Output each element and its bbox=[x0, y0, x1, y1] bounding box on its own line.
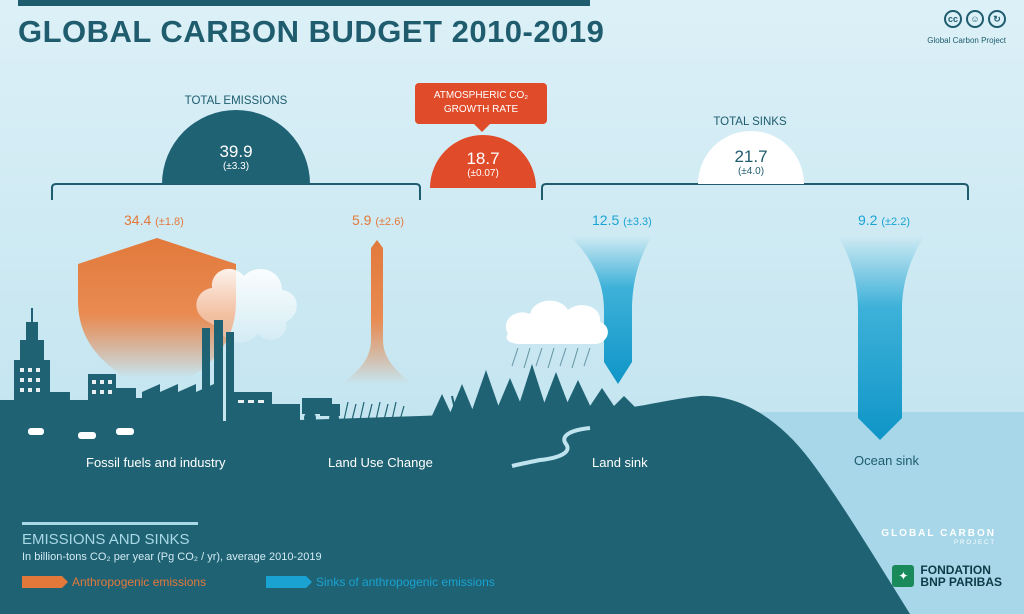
land-sink-funnel bbox=[570, 236, 652, 384]
building-windows bbox=[20, 368, 264, 403]
global-carbon-project-logo: GLOBAL CARBON PROJECT bbox=[881, 528, 996, 546]
ocean-sink-funnel bbox=[838, 236, 924, 440]
crops bbox=[343, 401, 405, 421]
creative-commons-icon: cc bbox=[944, 10, 962, 28]
atmospheric-label-line1: ATMOSPHERIC CO₂ bbox=[433, 90, 529, 101]
total-emissions-value: 39.9 bbox=[219, 142, 253, 161]
land-use-label: Land Use Change bbox=[328, 455, 433, 470]
share-alike-icon: ↻ bbox=[988, 10, 1006, 28]
river bbox=[511, 426, 591, 468]
land-ground bbox=[0, 395, 910, 614]
total-emissions-dome bbox=[162, 110, 310, 184]
total-sinks-label: TOTAL SINKS bbox=[713, 116, 787, 128]
legend-emission-swatch bbox=[22, 576, 68, 588]
rain-cloud bbox=[505, 300, 608, 369]
bnp-paribas-logo: ✦ FONDATION BNP PARIBAS bbox=[892, 564, 1002, 588]
fossil-value-uncertainty: (±1.8) bbox=[155, 216, 184, 228]
bnp-line1: FONDATION bbox=[920, 563, 991, 577]
land-use-value-number: 5.9 bbox=[352, 212, 372, 228]
bnp-star-icon: ✦ bbox=[892, 565, 915, 587]
gcp-logo-text: GLOBAL CARBON bbox=[881, 528, 996, 539]
land-sink-value: 12.5 (±3.3) bbox=[592, 212, 652, 228]
land-use-emission-plume bbox=[342, 240, 412, 384]
atmospheric-label-box: ATMOSPHERIC CO₂ GROWTH RATE bbox=[415, 83, 547, 124]
license-icons: cc ☺ ↻ bbox=[944, 10, 1006, 28]
title-bar bbox=[18, 0, 590, 6]
fossil-label: Fossil fuels and industry bbox=[86, 455, 226, 470]
legend-sink-label: Sinks of anthropogenic emissions bbox=[316, 575, 495, 589]
ocean-sink-label: Ocean sink bbox=[854, 453, 920, 468]
total-sinks-uncertainty: (±4.0) bbox=[737, 166, 765, 177]
gcp-logo-subtext: PROJECT bbox=[953, 540, 996, 546]
bnp-line2: BNP PARIBAS bbox=[920, 575, 1002, 589]
atmospheric-value: 18.7 bbox=[466, 149, 500, 168]
legend-sink-swatch bbox=[266, 576, 312, 588]
land-use-value-uncertainty: (±2.6) bbox=[375, 216, 405, 228]
land-sink-label: Land sink bbox=[592, 455, 648, 470]
attribution-icon: ☺ bbox=[966, 10, 984, 28]
atmospheric-dome bbox=[430, 135, 536, 188]
ocean-sink-value-number: 9.2 bbox=[858, 212, 878, 228]
legend-emission-label: Anthropogenic emissions bbox=[72, 575, 207, 589]
land-sink-value-number: 12.5 bbox=[592, 212, 620, 228]
legend-subtitle: In billion-tons CO₂ per year (Pg CO₂ / y… bbox=[22, 551, 322, 563]
atmospheric-box-pointer bbox=[474, 124, 490, 132]
total-sinks-dome bbox=[698, 131, 804, 184]
fossil-value: 34.4 (±1.8) bbox=[124, 212, 184, 228]
ocean-sink-value-uncertainty: (±2.2) bbox=[881, 216, 911, 228]
license-label: Global Carbon Project bbox=[927, 36, 1006, 45]
fossil-value-number: 34.4 bbox=[124, 212, 152, 228]
ocean-sink-value: 9.2 (±2.2) bbox=[858, 212, 910, 228]
atmospheric-uncertainty: (±0.07) bbox=[467, 168, 499, 179]
land-sink-value-uncertainty: (±3.3) bbox=[623, 216, 652, 228]
total-emissions-label: TOTAL EMISSIONS bbox=[184, 95, 288, 107]
legend-divider bbox=[22, 522, 198, 525]
forest bbox=[430, 364, 638, 420]
cars bbox=[28, 428, 134, 439]
total-emissions-uncertainty: (±3.3) bbox=[222, 161, 250, 172]
land-use-value: 5.9 (±2.6) bbox=[352, 212, 404, 228]
bnp-logo-text: FONDATION BNP PARIBAS bbox=[920, 564, 1002, 588]
fossil-emission-plume bbox=[78, 238, 236, 378]
legend-title: EMISSIONS AND SINKS bbox=[22, 531, 190, 548]
atmospheric-label-line2: GROWTH RATE bbox=[443, 104, 519, 115]
tractor bbox=[302, 398, 340, 424]
total-sinks-value: 21.7 bbox=[734, 147, 768, 166]
page-title: GLOBAL CARBON BUDGET 2010-2019 bbox=[18, 14, 605, 49]
